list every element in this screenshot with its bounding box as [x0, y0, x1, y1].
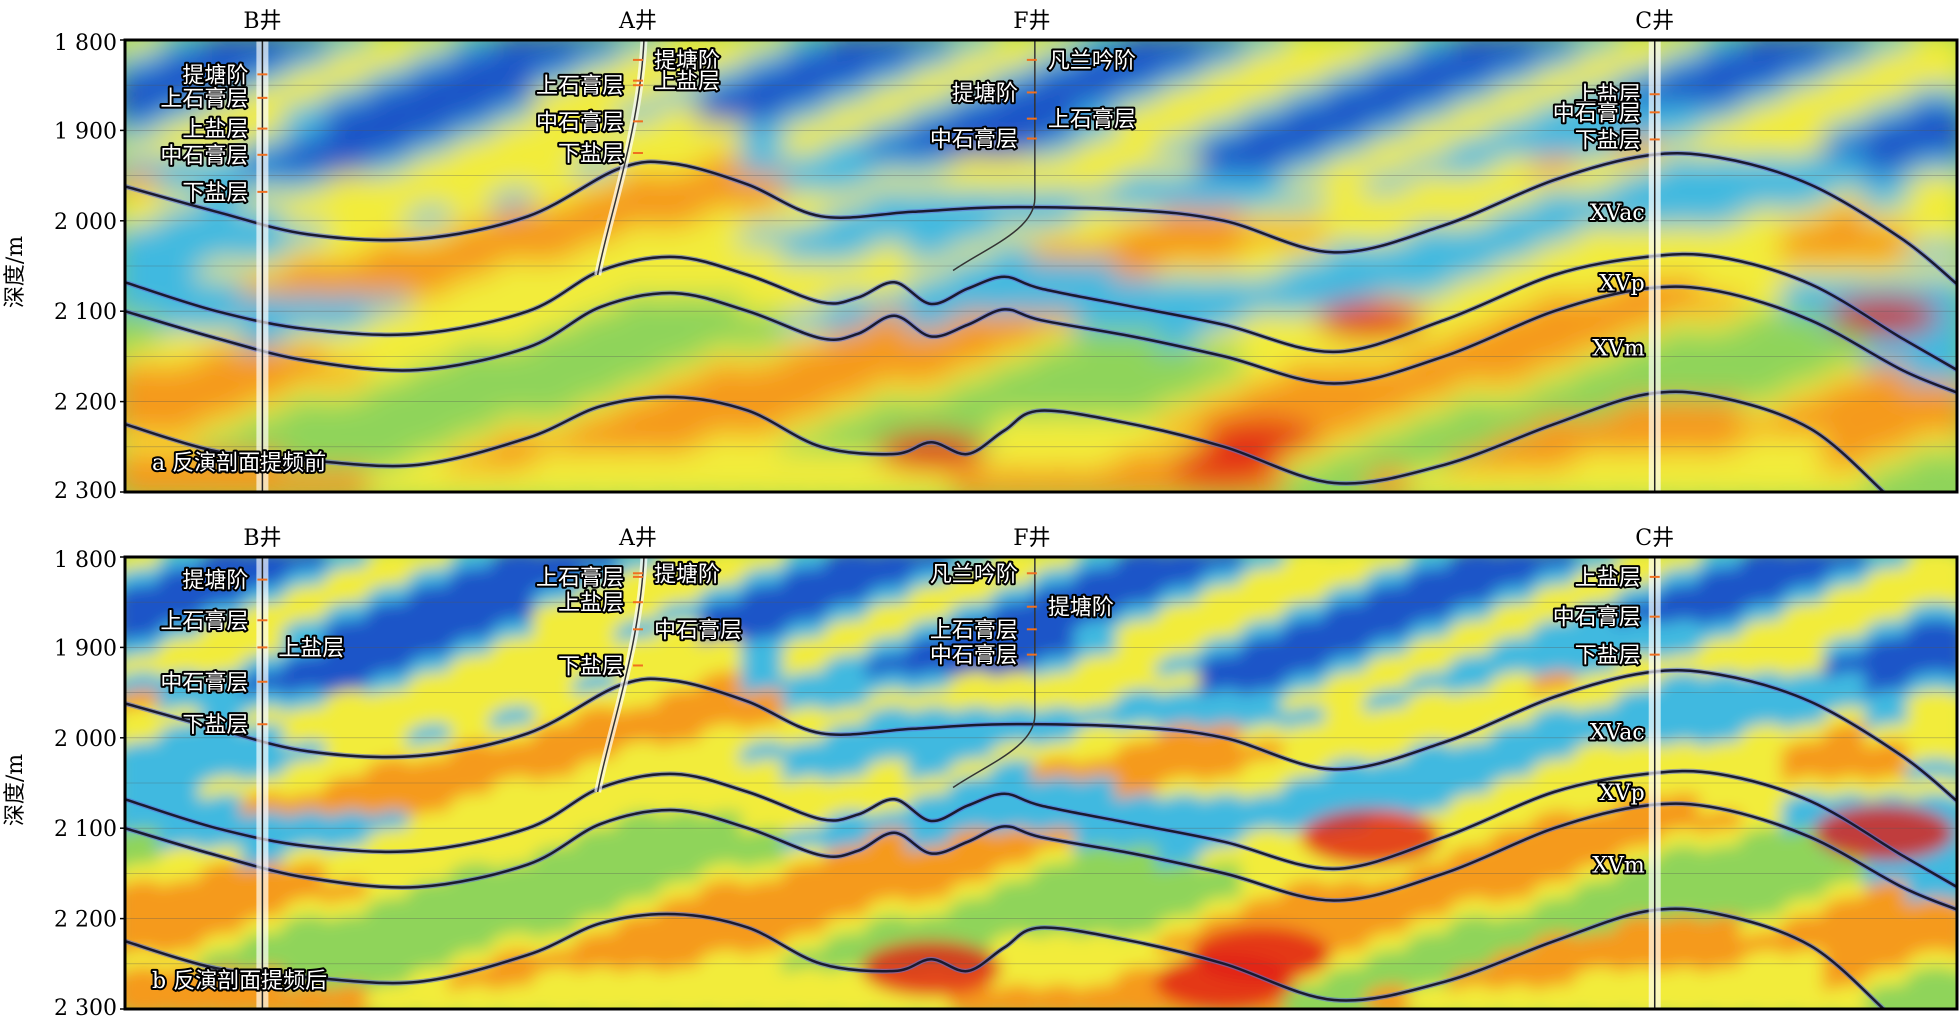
well-name-label: F井 [1013, 9, 1050, 34]
horizon-label: XVp [1599, 781, 1645, 806]
stratigraphic-label: 提塘阶 [182, 569, 248, 594]
y-tick-label: 2 200 [54, 908, 117, 933]
stratigraphic-label: 中石膏层 [1553, 606, 1641, 631]
stratigraphic-label: 提塘阶 [182, 63, 248, 88]
well-name-label: B井 [243, 526, 281, 551]
well-path-F [952, 40, 1036, 272]
horizon-XVac [125, 152, 1957, 286]
stratigraphic-label: 中石膏层 [930, 128, 1018, 153]
well-path-A [596, 40, 645, 276]
stratigraphic-label: 下盐层 [558, 142, 624, 167]
stratigraphic-label: 上石膏层 [930, 618, 1018, 643]
stratigraphic-label: 上盐层 [558, 591, 624, 616]
well-name-label: C井 [1635, 526, 1674, 551]
y-tick-label: 2 000 [54, 210, 117, 235]
stratigraphic-label: 下盐层 [182, 181, 248, 206]
seismic-section-b [125, 557, 1957, 1009]
horizon-label: XVm [1592, 336, 1645, 361]
y-tick-label: 2 100 [54, 300, 117, 325]
y-tick-label: 2 100 [54, 817, 117, 842]
stratigraphic-label: 中石膏层 [1553, 101, 1641, 126]
stratigraphic-label: 中石膏层 [160, 144, 248, 169]
horizon-base [125, 390, 1885, 492]
horizon-label: XVac [1590, 201, 1645, 226]
y-tick-label: 2 000 [54, 727, 117, 752]
frame-a [123, 38, 1959, 494]
y-tick-label: 2 200 [54, 391, 117, 416]
stratigraphic-label: 下盐层 [558, 654, 624, 679]
well-name-label: A井 [618, 526, 657, 551]
high-amplitude-anomaly [1315, 300, 1426, 341]
high-amplitude-anomaly [1813, 804, 1954, 861]
y-tick-label: 1 800 [54, 31, 117, 56]
horizon-XVm [125, 285, 1957, 394]
stratigraphic-label: 下盐层 [182, 713, 248, 738]
panel-a-sublabel: a 反演剖面提频前 [152, 451, 326, 476]
stratigraphic-label: 下盐层 [1575, 644, 1641, 669]
horizon-label: XVac [1590, 720, 1645, 745]
well-name-label: F井 [1013, 526, 1050, 551]
well-name-label: A井 [618, 9, 657, 34]
stratigraphic-label: 提塘阶 [1048, 596, 1114, 621]
horizon-XVp [125, 252, 1957, 372]
horizon-XVm [125, 802, 1957, 911]
y-axis-label-b: 深度/m [3, 754, 28, 826]
y-axis-label-a: 深度/m [3, 236, 28, 308]
y-tick-label: 1 900 [54, 119, 117, 144]
stratigraphic-label: 中石膏层 [930, 644, 1018, 669]
stratigraphic-label: 上石膏层 [1048, 108, 1136, 133]
high-amplitude-anomaly [1300, 809, 1441, 866]
y-tick-label: 2 300 [54, 479, 117, 504]
stratigraphic-label: 上盐层 [1575, 83, 1641, 108]
stratigraphic-label: 中石膏层 [160, 671, 248, 696]
stratigraphic-label: 提塘阶 [654, 562, 720, 587]
seismic-section-a [125, 40, 1957, 492]
stratigraphic-label: 提塘阶 [952, 81, 1018, 106]
seismic-amplitude-patch [1905, 467, 1957, 492]
stratigraphic-label: 上石膏层 [536, 74, 624, 99]
high-amplitude-anomaly [1828, 295, 1939, 336]
y-tick-label: 2 300 [54, 996, 117, 1021]
high-amplitude-anomaly [1169, 444, 1280, 485]
stratigraphic-label: 凡兰吟阶 [1048, 49, 1136, 74]
stratigraphic-label: 提塘阶 [654, 49, 720, 74]
stratigraphic-label: 中石膏层 [536, 110, 624, 135]
horizon-base [125, 907, 1885, 1009]
horizon-label: XVm [1592, 853, 1645, 878]
horizon-XVp [125, 769, 1957, 889]
stratigraphic-label: 下盐层 [1575, 128, 1641, 153]
panel-b: 深度/m 1 800 1 900 2 000 2 100 2 200 2 300 B井 A井… [3, 526, 1959, 1021]
horizon-label: XVp [1599, 271, 1645, 296]
stratigraphic-label: 上盐层 [654, 70, 720, 95]
horizon-XVac [125, 669, 1957, 803]
y-tick-label: 1 900 [54, 636, 117, 661]
panel-a: 深度/m 1 800 1 900 2 000 2 100 2 200 2 300 B井 A井… [3, 9, 1959, 504]
y-tick-label: 1 800 [54, 548, 117, 573]
high-amplitude-anomaly [1154, 953, 1295, 1009]
stratigraphic-label: 上盐层 [182, 118, 248, 143]
panel-b-sublabel: b 反演剖面提频后 [152, 969, 327, 994]
stratigraphic-label: 上盐层 [278, 636, 344, 661]
well-name-label: C井 [1635, 9, 1674, 34]
high-amplitude-anomaly [876, 431, 987, 472]
stratigraphic-label: 上石膏层 [160, 609, 248, 634]
stratigraphic-label: 上石膏层 [536, 566, 624, 591]
well-name-label: B井 [243, 9, 281, 34]
seismic-amplitude-patch [1905, 984, 1957, 1009]
stratigraphic-label: 上石膏层 [160, 87, 248, 112]
well-path-A [596, 557, 645, 793]
high-amplitude-anomaly [861, 940, 1002, 997]
stratigraphic-label: 凡兰吟阶 [930, 562, 1018, 587]
stratigraphic-label: 上盐层 [1575, 566, 1641, 591]
well-path-F [952, 557, 1036, 789]
stratigraphic-label: 中石膏层 [654, 618, 742, 643]
frame-b [123, 555, 1959, 1011]
